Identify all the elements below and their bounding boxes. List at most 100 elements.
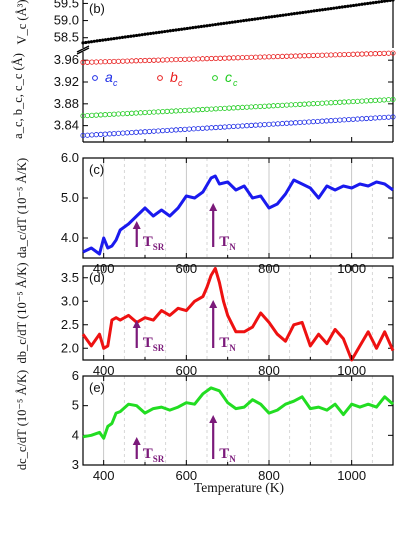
lattice-point-b_c bbox=[230, 55, 237, 61]
lattice-point-a_c bbox=[275, 121, 281, 127]
lattice-point-a_c bbox=[155, 128, 161, 134]
volume-point bbox=[129, 34, 133, 38]
lattice-point-b_c bbox=[319, 52, 325, 58]
tsr-c-arrow-head bbox=[132, 221, 141, 229]
volume-point bbox=[219, 22, 223, 26]
lattice-point-a_c bbox=[222, 124, 228, 130]
lattice-point-c_c bbox=[257, 103, 263, 110]
tn-e-arrow-head bbox=[209, 415, 218, 423]
lattice-point-a_c bbox=[111, 131, 117, 137]
lattice-point-b_c bbox=[266, 54, 272, 60]
lattice-point-a_c bbox=[315, 118, 321, 125]
lattice-point-c_c bbox=[124, 110, 130, 117]
lattice-point-b_c bbox=[226, 55, 232, 61]
volume-point bbox=[143, 32, 147, 36]
volume-point bbox=[168, 29, 172, 33]
lattice-point-c_c bbox=[213, 106, 219, 112]
volume-point bbox=[213, 22, 218, 27]
volume-point bbox=[132, 34, 136, 38]
lattice-point-a_c bbox=[168, 127, 175, 133]
lattice-point-b_c bbox=[89, 59, 95, 65]
volume-point bbox=[185, 26, 189, 31]
tsr-d-label: T bbox=[143, 335, 153, 351]
tn-d-arrow-head bbox=[209, 300, 218, 308]
volume-point bbox=[81, 41, 85, 45]
lattice-point-c_c bbox=[98, 112, 104, 118]
volume-point bbox=[205, 24, 209, 28]
lattice-point-a_c bbox=[208, 125, 215, 131]
y-tick-label: 3.0 bbox=[61, 293, 79, 308]
lattice-point-b_c bbox=[368, 51, 374, 57]
lattice-point-a_c bbox=[98, 131, 104, 137]
volume-point bbox=[377, 0, 381, 4]
lattice-point-b_c bbox=[390, 50, 396, 56]
lattice-point-b_c bbox=[199, 56, 206, 62]
y-tick-label: 3.96 bbox=[54, 52, 79, 67]
lattice-point-a_c bbox=[217, 124, 223, 130]
y-axis-label-top: V_c (Å³) bbox=[15, 0, 29, 45]
lattice-point-c_c bbox=[328, 100, 334, 106]
lattice-point-a_c bbox=[332, 117, 339, 123]
y-axis-label-bottom: a_c, b_c, c_c (Å) bbox=[11, 53, 25, 139]
volume-point bbox=[385, 0, 389, 3]
lattice-point-a_c bbox=[239, 123, 246, 129]
volume-point bbox=[134, 33, 139, 38]
lattice-point-b_c bbox=[124, 58, 130, 64]
volume-point bbox=[188, 26, 192, 30]
volume-point bbox=[247, 18, 251, 22]
tsr-c-label: T bbox=[143, 234, 153, 250]
plot-frame bbox=[82, 265, 394, 361]
lattice-point-a_c bbox=[142, 129, 148, 135]
lattice-point-b_c bbox=[195, 56, 201, 62]
y-axis-label: da_c/dT (10⁻⁵ Å/K) bbox=[15, 158, 29, 258]
volume-point bbox=[92, 39, 96, 43]
lattice-point-c_c bbox=[137, 110, 144, 116]
lattice-point-c_c bbox=[248, 104, 254, 110]
volume-point bbox=[233, 20, 237, 24]
lattice-point-a_c bbox=[120, 130, 126, 136]
legend-sub: c bbox=[113, 78, 118, 88]
lattice-point-b_c bbox=[275, 53, 281, 60]
lattice-point-a_c bbox=[230, 123, 237, 130]
axis-break bbox=[76, 47, 90, 55]
volume-point bbox=[318, 8, 322, 12]
series-line bbox=[82, 174, 394, 256]
legend-marker bbox=[212, 75, 218, 81]
tsr-e-sub: SR bbox=[153, 454, 165, 464]
lattice-point-a_c bbox=[377, 115, 383, 121]
lattice-point-b_c bbox=[151, 57, 157, 63]
lattice-point-b_c bbox=[155, 57, 161, 63]
tsr-d-arrow-head bbox=[132, 320, 141, 328]
lattice-point-a_c bbox=[186, 126, 192, 132]
legend-label: b bbox=[170, 69, 178, 85]
volume-point bbox=[149, 31, 153, 36]
lattice-point-c_c bbox=[319, 100, 325, 106]
volume-point bbox=[374, 0, 378, 4]
lattice-point-a_c bbox=[337, 117, 343, 123]
lattice-point-c_c bbox=[89, 112, 95, 118]
x-tick-label: 400 bbox=[93, 468, 115, 483]
volume-point bbox=[123, 35, 127, 39]
volume-point bbox=[323, 7, 327, 11]
x-tick-label: 1000 bbox=[337, 468, 366, 483]
lattice-point-c_c bbox=[377, 97, 383, 103]
volume-point bbox=[295, 11, 299, 15]
volume-point bbox=[354, 3, 358, 7]
volume-point bbox=[301, 10, 305, 15]
lattice-point-a_c bbox=[292, 120, 299, 126]
lattice-point-a_c bbox=[359, 116, 365, 122]
lattice-point-b_c bbox=[186, 56, 192, 62]
lattice-point-a_c bbox=[270, 121, 277, 127]
lattice-point-a_c bbox=[346, 116, 352, 123]
lattice-point-b_c bbox=[261, 54, 268, 60]
tn-d-sub: N bbox=[229, 343, 236, 353]
volume-point bbox=[120, 35, 125, 40]
lattice-point-b_c bbox=[84, 59, 91, 65]
volume-point bbox=[98, 38, 102, 43]
lattice-point-c_c bbox=[288, 102, 294, 108]
lattice-point-c_c bbox=[350, 98, 356, 105]
lattice-point-a_c bbox=[381, 114, 387, 121]
lattice-point-b_c bbox=[284, 53, 290, 59]
lattice-point-b_c bbox=[182, 56, 188, 62]
